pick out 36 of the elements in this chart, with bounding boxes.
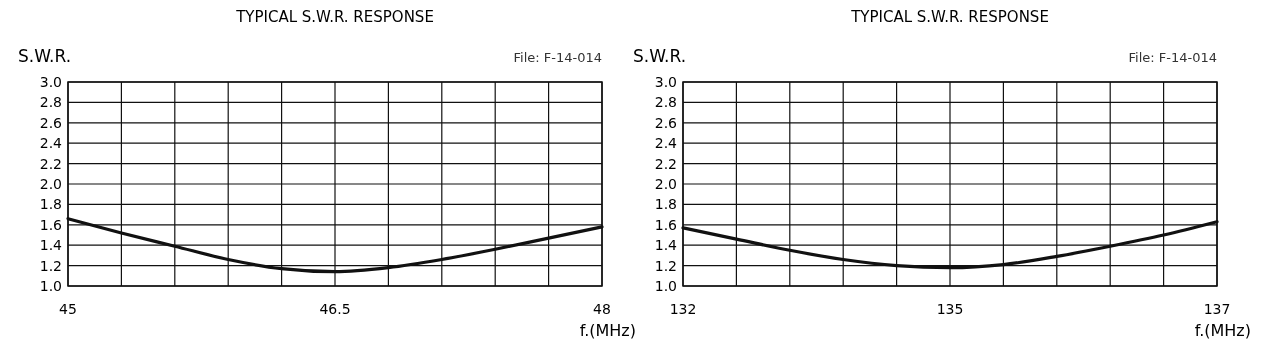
y-axis-title: S.W.R. bbox=[633, 46, 687, 66]
y-tick-label: 1.4 bbox=[39, 237, 63, 254]
y-tick-label: 1.0 bbox=[39, 277, 62, 294]
y-tick-label: 3.0 bbox=[39, 73, 62, 90]
y-tick-label: 1.6 bbox=[39, 216, 63, 233]
x-axis-title: f.(MHz) bbox=[1194, 321, 1251, 340]
x-tick-label: 45 bbox=[59, 301, 77, 317]
y-tick-label: 3.0 bbox=[654, 73, 677, 90]
y-tick-label: 2.8 bbox=[39, 94, 62, 111]
x-tick-label: 46.5 bbox=[319, 301, 351, 317]
y-tick-label: 1.4 bbox=[654, 237, 678, 254]
y-tick-label: 1.2 bbox=[39, 257, 62, 274]
x-tick-label: 135 bbox=[936, 301, 964, 317]
text: File: F-14-014 bbox=[1128, 50, 1217, 65]
y-tick-label: 1.8 bbox=[39, 196, 62, 213]
y-tick-label: 2.2 bbox=[39, 155, 62, 172]
y-tick-label: 2.0 bbox=[39, 175, 62, 192]
y-tick-label: 2.8 bbox=[654, 94, 677, 111]
y-tick-label: 1.6 bbox=[654, 216, 678, 233]
x-tick-label: 48 bbox=[593, 301, 611, 317]
chart-title: TYPICAL S.W.R. RESPONSE bbox=[850, 8, 1049, 26]
y-tick-label: 2.6 bbox=[39, 114, 63, 131]
chart-title: TYPICAL S.W.R. RESPONSE bbox=[235, 8, 434, 26]
x-tick-label: 137 bbox=[1203, 301, 1231, 317]
y-tick-label: 2.4 bbox=[654, 135, 678, 152]
x-axis-title: f.(MHz) bbox=[579, 321, 636, 340]
y-tick-label: 1.0 bbox=[654, 277, 677, 294]
y-tick-label: 2.0 bbox=[654, 175, 677, 192]
y-tick-label: 1.8 bbox=[654, 196, 677, 213]
x-tick-label: 132 bbox=[669, 301, 697, 317]
y-tick-label: 2.2 bbox=[654, 155, 677, 172]
y-tick-label: 1.2 bbox=[654, 257, 677, 274]
y-axis-title: S.W.R. bbox=[18, 46, 72, 66]
text: File: F-14-014 bbox=[513, 50, 602, 65]
y-tick-label: 2.4 bbox=[39, 135, 63, 152]
y-tick-label: 2.6 bbox=[654, 114, 678, 131]
